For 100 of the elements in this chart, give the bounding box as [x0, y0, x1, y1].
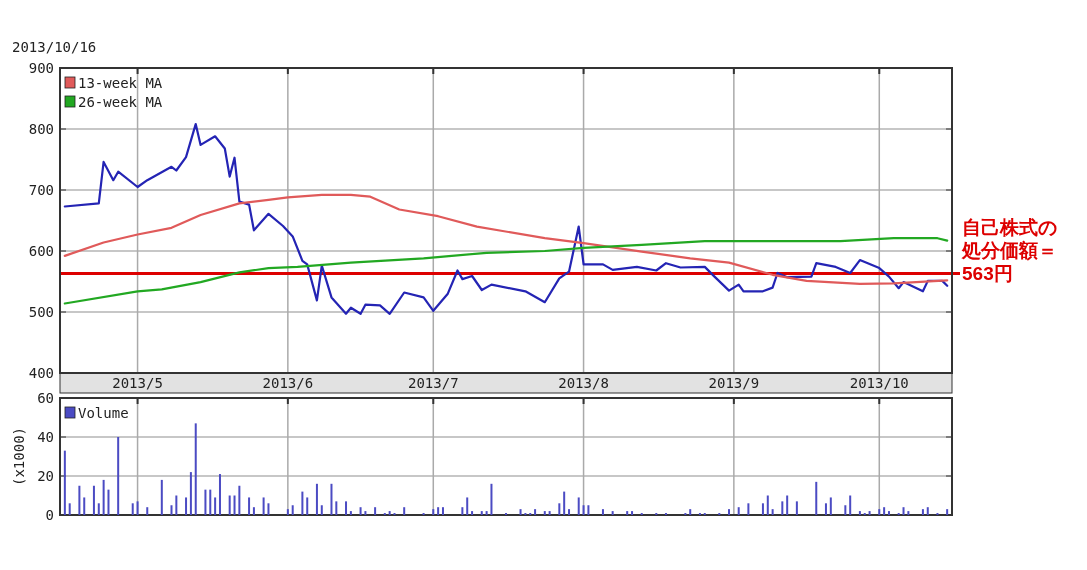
bar — [471, 511, 474, 515]
y-tick-label: 700 — [28, 182, 54, 198]
bar — [301, 491, 304, 515]
x-tick-label: 2013/10 — [849, 375, 909, 391]
bar — [185, 497, 188, 515]
bar — [403, 507, 406, 515]
bar — [102, 479, 105, 515]
bar — [563, 491, 566, 515]
bar — [432, 509, 435, 515]
y-tick-label: 400 — [28, 365, 54, 381]
bar — [262, 497, 265, 515]
bar — [441, 507, 444, 515]
bar — [921, 509, 924, 515]
bar — [83, 497, 86, 515]
bar — [204, 489, 207, 515]
line-series — [63, 193, 949, 285]
bar — [568, 509, 571, 515]
y-tick-label: 900 — [28, 60, 54, 76]
bar — [737, 507, 740, 515]
bar — [548, 511, 551, 515]
bar — [238, 485, 241, 515]
y-axis-title: (x1000) — [11, 426, 27, 487]
bar — [461, 507, 464, 515]
bar — [209, 489, 212, 515]
line-series — [63, 123, 949, 315]
bar — [771, 509, 774, 515]
bar — [631, 511, 634, 515]
bar — [761, 503, 764, 515]
bar — [136, 501, 139, 515]
bar — [824, 503, 827, 515]
bar — [359, 507, 362, 515]
bar — [926, 507, 929, 515]
bar — [345, 501, 348, 515]
y-tick-label: 40 — [37, 429, 54, 445]
bar — [131, 503, 134, 515]
bar — [490, 483, 493, 515]
bar — [160, 479, 163, 515]
chart-subtitle: 2013/10/16 — [12, 39, 97, 55]
bar — [335, 501, 338, 515]
bar — [306, 497, 309, 515]
y-tick-label: 800 — [28, 121, 54, 137]
bar — [883, 507, 886, 515]
bar — [68, 503, 71, 515]
y-tick-label: 0 — [45, 507, 54, 523]
x-tick-label: 2013/5 — [112, 375, 163, 391]
bar — [117, 437, 120, 515]
bar — [349, 511, 352, 515]
y-tick-label: 60 — [37, 390, 54, 406]
bar — [92, 485, 95, 515]
x-tick-label: 2013/8 — [558, 375, 609, 391]
bar — [815, 481, 818, 515]
x-tick-label: 2013/6 — [262, 375, 314, 391]
y-tick-label: 600 — [28, 243, 54, 259]
bar — [146, 507, 149, 515]
bar — [587, 505, 590, 515]
bar — [218, 474, 221, 515]
bar — [374, 507, 377, 515]
bar — [795, 501, 798, 515]
bar — [534, 509, 537, 515]
bar — [558, 503, 561, 515]
bar — [233, 495, 236, 515]
bar — [626, 511, 629, 515]
bar — [97, 503, 100, 515]
line-series — [63, 237, 949, 305]
bar — [611, 511, 614, 515]
bar — [868, 511, 871, 515]
bar — [689, 509, 692, 515]
bar — [601, 509, 604, 515]
bar — [189, 472, 192, 515]
bar — [728, 509, 730, 515]
legend-label: Volume — [78, 405, 129, 421]
bar — [902, 507, 905, 515]
bar — [364, 511, 367, 515]
bar — [330, 483, 333, 515]
bar — [78, 485, 81, 515]
bar — [320, 505, 323, 515]
x-tick-label: 2013/7 — [407, 375, 459, 391]
bar — [286, 509, 289, 515]
bar — [829, 497, 832, 515]
bar — [485, 511, 488, 515]
bar — [907, 511, 910, 515]
bar — [437, 507, 440, 515]
bar — [194, 423, 197, 515]
bar — [248, 497, 251, 515]
x-tick-label: 2013/9 — [708, 375, 760, 391]
bar — [315, 483, 318, 515]
bar — [946, 509, 949, 515]
bar — [214, 497, 217, 515]
bar — [849, 495, 852, 515]
bar — [786, 495, 789, 515]
bar — [291, 505, 294, 515]
bar — [887, 511, 890, 515]
bar — [175, 495, 178, 515]
legend-label: 13-week MA — [78, 75, 163, 91]
bar — [519, 509, 522, 515]
bar — [844, 505, 847, 515]
bar — [466, 497, 469, 515]
bar — [170, 505, 173, 515]
bar — [781, 501, 784, 515]
bar — [543, 511, 546, 515]
